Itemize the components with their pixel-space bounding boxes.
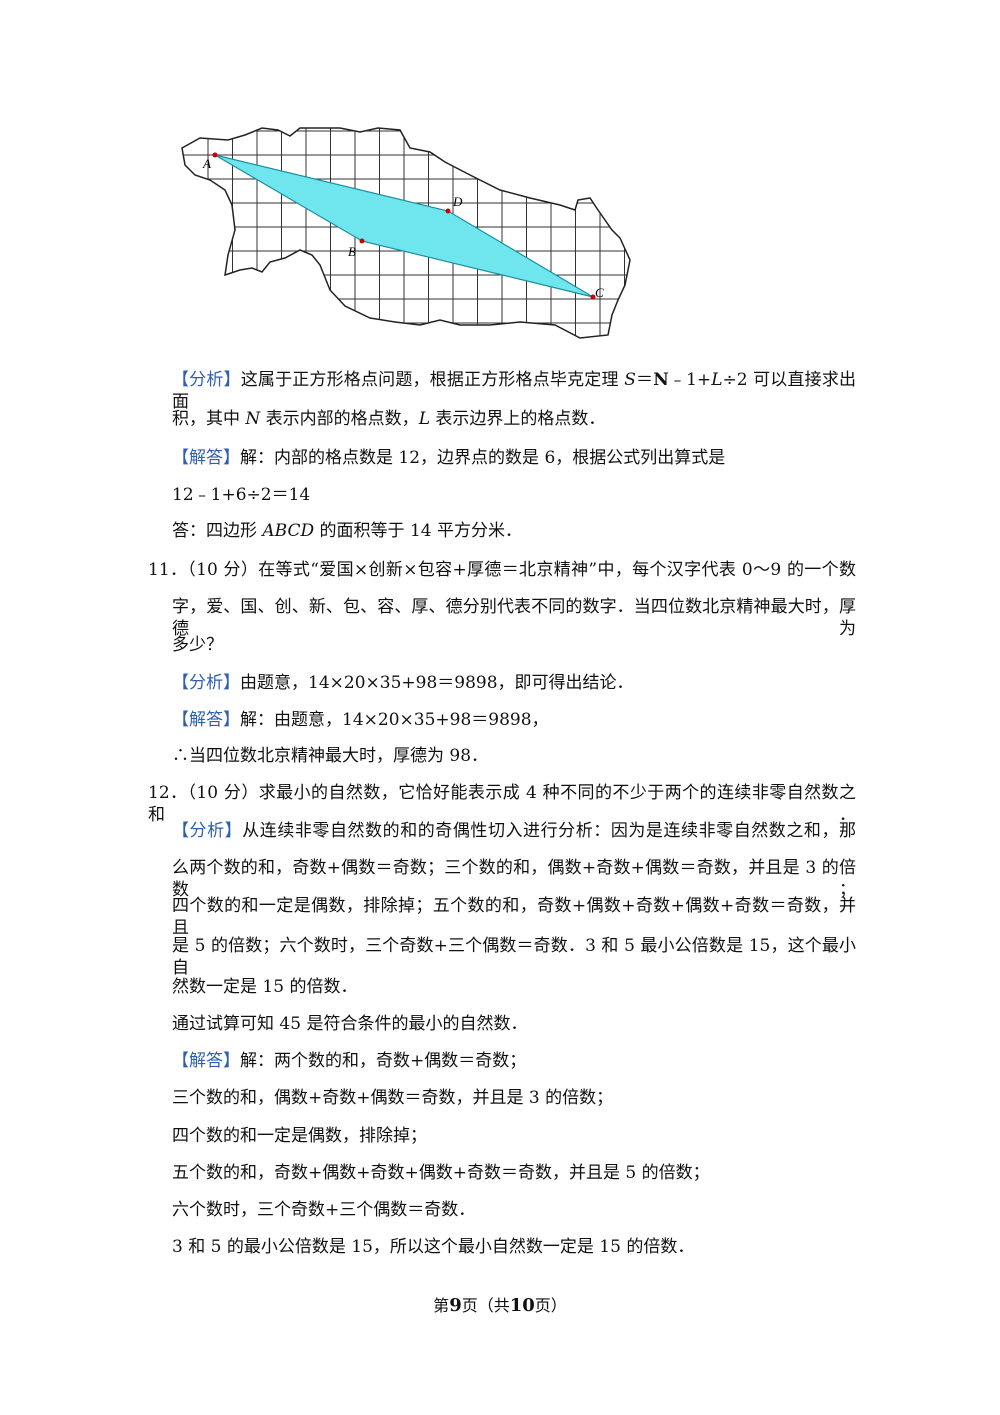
- text-span: 这属于正方形格点问题，根据正方形格点毕克定理: [240, 370, 625, 390]
- point: [359, 238, 365, 244]
- text-span: 表示内部的格点数，: [260, 409, 419, 429]
- text-span: 通过试算可知 45 是符合条件的最小的自然数．: [172, 1014, 528, 1034]
- point-label: D: [452, 194, 463, 209]
- text-span: 表示边界上的格点数．: [429, 409, 606, 429]
- text-line: 11．（10 分）在等式“爱国×创新×包容+厚德＝北京精神”中，每个汉字代表 0…: [148, 559, 856, 581]
- text-line: 三个数的和，偶数+奇数+偶数＝奇数，并且是 3 的倍数；: [172, 1087, 613, 1109]
- text-line: 通过试算可知 45 是符合条件的最小的自然数．: [172, 1013, 527, 1035]
- text-span: 字，爱、国、创、新、包、容、厚、德分别代表不同的数字．当四位数北京精神最大时，厚…: [172, 597, 856, 639]
- section-tag: 【解答】: [172, 1051, 240, 1071]
- text-span: L: [418, 409, 430, 429]
- text-span: 的面积等于 14 平方分米．: [314, 521, 522, 541]
- text-span: 四个数的和一定是偶数，排除掉；五个数的和，奇数+偶数+奇数+偶数+奇数＝奇数，并…: [172, 896, 856, 938]
- text-span: 答：四边形: [172, 521, 263, 541]
- text-span: 然数一定是 15 的倍数．: [172, 977, 358, 997]
- text-span: ∴当四位数北京精神最大时，厚德为 98．: [172, 746, 489, 766]
- text-line: 答：四边形 ABCD 的面积等于 14 平方分米．: [172, 520, 522, 542]
- text-line: 然数一定是 15 的倍数．: [172, 976, 357, 998]
- footer-text: 第: [433, 1296, 450, 1315]
- text-span: ÷2 可以直接求出面: [172, 370, 857, 412]
- text-span: L: [711, 370, 723, 390]
- text-span: 么两个数的和，奇数+偶数＝奇数；三个数的和，偶数+奇数+偶数＝奇数，并且是 3 …: [172, 858, 856, 900]
- section-tag: 【分析】: [172, 821, 243, 841]
- text-span: N: [653, 370, 669, 390]
- text-line: 多少？: [172, 634, 223, 656]
- text-span: 多少？: [172, 635, 223, 655]
- text-line: 【解答】解：由题意，14×20×35+98＝9898，: [172, 709, 549, 731]
- point-label: C: [595, 285, 604, 300]
- boundary: [181, 127, 631, 339]
- text-span: S: [624, 370, 636, 390]
- text-span: 12．（10 分）求最小的自然数，它恰好能表示成 4 种不同的不少于两个的连续非…: [148, 783, 856, 825]
- text-span: 解：内部的格点数是 12，边界点的数是 6，根据公式列出算式是: [240, 448, 726, 468]
- text-line: 【分析】由题意，14×20×35+98＝9898，即可得出结论．: [172, 672, 634, 694]
- text-line: 【分析】从连续非零自然数的和的奇偶性切入进行分析：因为是连续非零自然数之和，那: [172, 820, 856, 842]
- text-span: 11．（10 分）在等式“爱国×创新×包容+厚德＝北京精神”中，每个汉字代表 0…: [148, 560, 856, 580]
- text-span: 解：由题意，14×20×35+98＝9898，: [240, 710, 549, 730]
- text-span: N: [245, 409, 261, 429]
- text-line: 么两个数的和，奇数+偶数＝奇数；三个数的和，偶数+奇数+偶数＝奇数，并且是 3 …: [172, 857, 856, 901]
- text-line: 【解答】解：两个数的和，奇数+偶数＝奇数；: [172, 1050, 526, 1072]
- text-line: 是 5 的倍数；六个数时，三个奇数+三个偶数＝奇数．3 和 5 最小公倍数是 1…: [172, 935, 856, 979]
- text-line: 六个数时，三个奇数+三个偶数＝奇数．: [172, 1199, 475, 1221]
- text-span: 是 5 的倍数；六个数时，三个奇数+三个偶数＝奇数．3 和 5 最小公倍数是 1…: [172, 936, 856, 978]
- section-tag: 【解答】: [172, 448, 240, 468]
- point-label: A: [202, 156, 211, 171]
- text-line: 12．（10 分）求最小的自然数，它恰好能表示成 4 种不同的不少于两个的连续非…: [148, 782, 856, 826]
- point: [590, 294, 596, 300]
- text-span: 解：两个数的和，奇数+偶数＝奇数；: [240, 1051, 527, 1071]
- point-label: B: [348, 244, 356, 259]
- text-line: 五个数的和，奇数+偶数+奇数+偶数+奇数＝奇数，并且是 5 的倍数；: [172, 1162, 710, 1184]
- footer-text: 9: [449, 1295, 462, 1316]
- text-span: 三个数的和，偶数+奇数+偶数＝奇数，并且是 3 的倍数；: [172, 1088, 614, 1108]
- text-span: 从连续非零自然数的和的奇偶性切入进行分析：因为是连续非零自然数之和，那: [242, 821, 857, 841]
- text-line: 积，其中 N 表示内部的格点数，L 表示边界上的格点数．: [172, 408, 605, 430]
- figure: A B C D: [181, 127, 631, 339]
- footer-text: 页）: [534, 1296, 567, 1315]
- text-span: 3 和 5 的最小公倍数是 15，所以这个最小自然数一定是 15 的倍数．: [172, 1237, 695, 1257]
- text-span: ＝: [635, 370, 654, 390]
- text-line: 【分析】这属于正方形格点问题，根据正方形格点毕克定理 S＝N﹣1+L÷2 可以直…: [172, 369, 856, 413]
- text-span: 12﹣1+6÷2＝14: [172, 485, 311, 505]
- text-line: 字，爱、国、创、新、包、容、厚、德分别代表不同的数字．当四位数北京精神最大时，厚…: [172, 596, 856, 640]
- text-line: 12﹣1+6÷2＝14: [172, 484, 310, 506]
- text-span: 由题意，14×20×35+98＝9898，即可得出结论．: [240, 673, 634, 693]
- text-span: 五个数的和，奇数+偶数+奇数+偶数+奇数＝奇数，并且是 5 的倍数；: [172, 1163, 710, 1183]
- section-tag: 【分析】: [172, 370, 241, 390]
- section-tag: 【分析】: [172, 673, 240, 693]
- text-span: 六个数时，三个奇数+三个偶数＝奇数．: [172, 1200, 476, 1220]
- text-line: 四个数的和一定是偶数，排除掉；: [172, 1125, 427, 1147]
- footer-text: 页（共: [461, 1296, 510, 1315]
- text-line: 3 和 5 的最小公倍数是 15，所以这个最小自然数一定是 15 的倍数．: [172, 1236, 694, 1258]
- point: [445, 208, 451, 214]
- text-line: ∴当四位数北京精神最大时，厚德为 98．: [172, 745, 488, 767]
- footer-text: 10: [509, 1295, 535, 1316]
- text-span: ABCD: [262, 521, 315, 541]
- text-line: 四个数的和一定是偶数，排除掉；五个数的和，奇数+偶数+奇数+偶数+奇数＝奇数，并…: [172, 895, 856, 939]
- footer: 第9页（共10页）: [0, 1292, 1000, 1316]
- text-span: 积，其中: [172, 409, 246, 429]
- text-line: 【解答】解：内部的格点数是 12，边界点的数是 6，根据公式列出算式是: [172, 447, 725, 469]
- text-span: 四个数的和一定是偶数，排除掉；: [172, 1126, 427, 1146]
- section-tag: 【解答】: [172, 710, 240, 730]
- point: [212, 152, 218, 158]
- text-span: ﹣1+: [668, 370, 712, 390]
